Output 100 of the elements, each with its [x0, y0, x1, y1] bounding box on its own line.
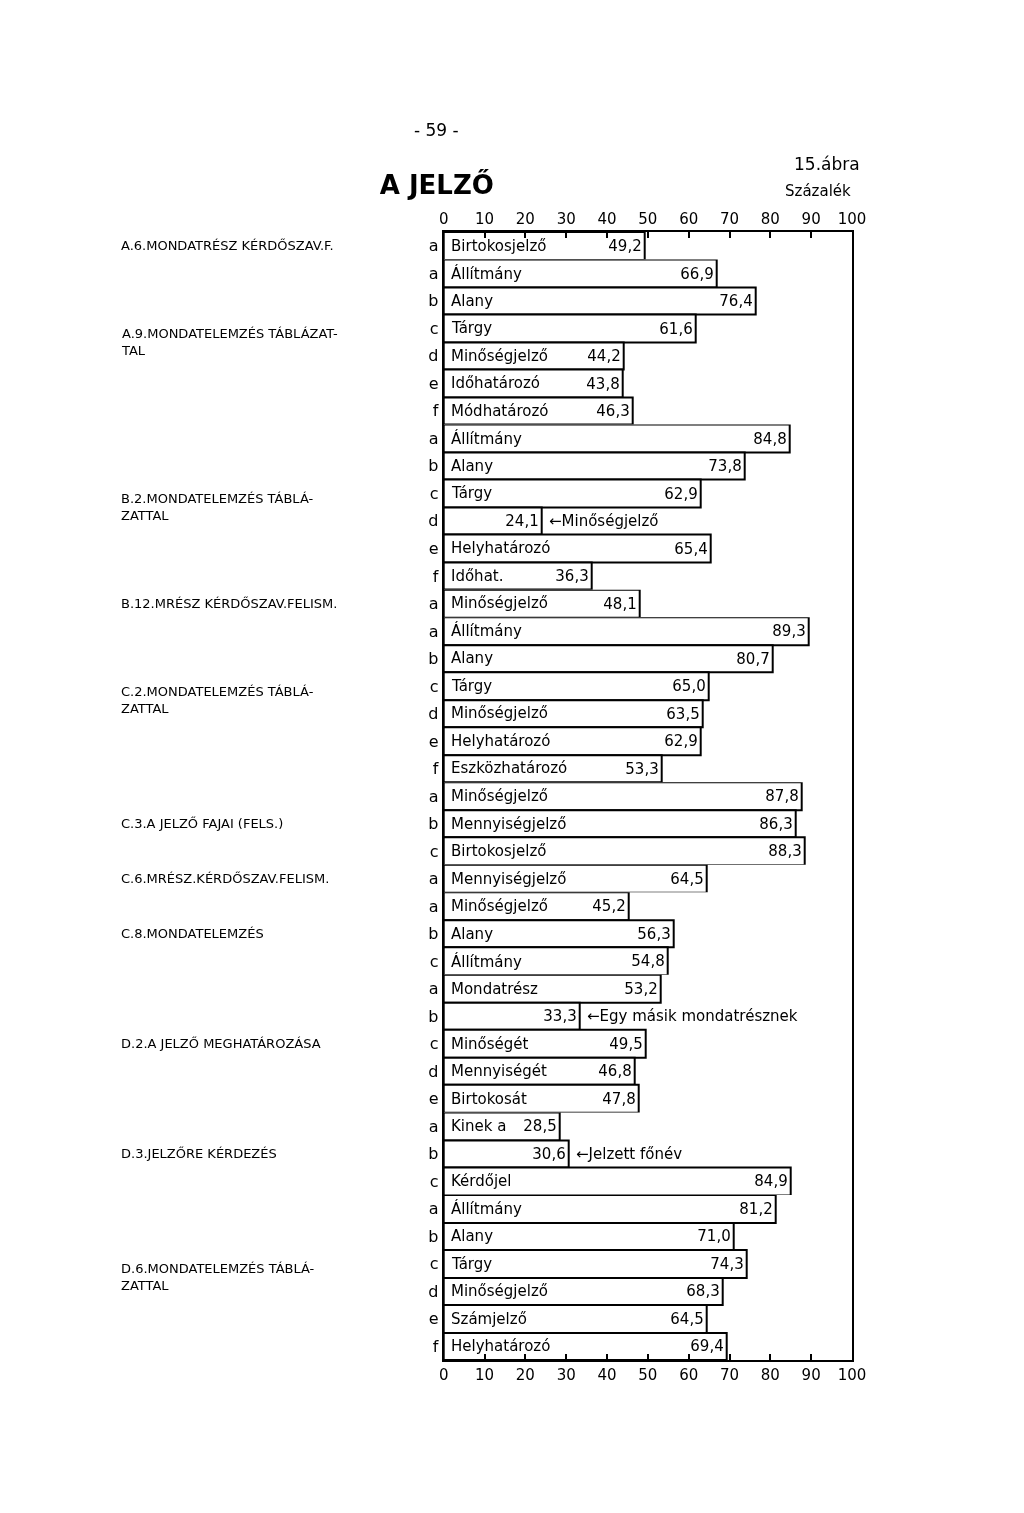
x-tick-label: 60 — [679, 210, 699, 228]
data-label: 44,2 — [587, 347, 621, 366]
data-label: 48,1 — [603, 594, 637, 613]
data-label: 80,7 — [736, 649, 770, 668]
y-tick-label: a — [428, 896, 439, 916]
x-tick-label: 60 — [679, 1366, 699, 1384]
annotation: Minőségét — [451, 1035, 529, 1053]
y-axis-title: D.6.MONDATELEMZÉS TÁBLÁ- ZATTAL — [121, 1261, 315, 1293]
y-tick-label: c — [429, 483, 439, 503]
data-label: 36,3 — [555, 567, 589, 586]
data-label: 84,8 — [753, 429, 787, 448]
data-label: 74,3 — [710, 1254, 744, 1273]
x-tick-label: 70 — [719, 210, 740, 228]
annotation: Mennyiségjelző — [451, 815, 567, 833]
annotation: Alany — [451, 457, 494, 475]
annotation: ←Jelzett főnév — [576, 1145, 683, 1163]
y-tick-label: e — [428, 373, 439, 393]
y-tick-label: d — [428, 346, 439, 366]
data-label: 87,8 — [765, 787, 799, 806]
y-tick-label: c — [429, 951, 439, 971]
y-axis-title: D.2.A JELZŐ MEGHATÁROZÁSA — [121, 1036, 321, 1051]
annotation: Birtokosát — [451, 1090, 528, 1108]
annotation: Mennyiségét — [451, 1062, 548, 1080]
annotation: Állítmány — [451, 952, 522, 971]
y-tick-label: a — [428, 621, 439, 641]
x-tick-label: 90 — [801, 1366, 821, 1384]
data-label: 89,3 — [772, 622, 806, 641]
y-tick-label: c — [429, 841, 439, 861]
x-tick-label: 40 — [597, 1366, 617, 1384]
data-label: 63,5 — [666, 704, 700, 723]
y-tick-label: a — [428, 594, 439, 614]
x-tick-label: 10 — [474, 210, 495, 228]
y-tick-label: a — [428, 1116, 439, 1136]
annotation: Helyhatározó — [451, 539, 551, 557]
annotation: Tárgy — [451, 319, 493, 337]
x-tick-label: 50 — [638, 210, 658, 228]
y-tick-label: b — [428, 456, 439, 476]
data-label: 73,8 — [708, 457, 742, 476]
annotation: Helyhatározó — [451, 1337, 551, 1355]
annotation: Tárgy — [451, 677, 493, 695]
data-label: 64,5 — [670, 869, 704, 888]
x-tick-label: 20 — [515, 1366, 535, 1384]
data-label: 61,6 — [659, 319, 693, 338]
y-tick-label: e — [428, 538, 439, 558]
y-axis-title: C.6.MRÉSZ.KÉRDŐSZAV.FELISM. — [121, 871, 330, 886]
x-tick-label: 90 — [801, 210, 821, 228]
y-tick-label: f — [432, 566, 439, 586]
data-label: 49,5 — [609, 1034, 643, 1053]
y-tick-label: a — [428, 263, 439, 283]
data-label: 65,0 — [672, 677, 706, 696]
data-label: 56,3 — [637, 924, 671, 943]
annotation: ←Minőségjelző — [549, 512, 659, 530]
data-label: 68,3 — [686, 1282, 720, 1301]
data-label: 47,8 — [602, 1089, 636, 1108]
x-tick-label: 50 — [638, 1366, 658, 1384]
annotation: ←Egy másik mondatrésznek — [587, 1007, 798, 1025]
y-axis-title: A.9.MONDATELEMZÉS TÁBLÁZAT- TAL — [121, 326, 339, 358]
data-label: 30,6 — [532, 1144, 566, 1163]
data-label: 45,2 — [592, 897, 626, 916]
chart-title: A JELZŐ — [379, 169, 494, 201]
y-tick-label: b — [428, 1226, 439, 1246]
annotation: Helyhatározó — [451, 732, 551, 750]
data-label: 86,3 — [759, 814, 793, 833]
x-tick-label: 30 — [556, 1366, 576, 1384]
data-label: 81,2 — [739, 1199, 773, 1218]
x-tick-label: 100 — [837, 1366, 867, 1384]
y-tick-label: f — [432, 401, 439, 421]
annotation: Minőségjelző — [451, 1282, 548, 1300]
annotation: Minőségjelző — [451, 347, 548, 365]
text: - 59 - — [414, 120, 459, 140]
y-tick-label: c — [429, 676, 439, 696]
y-tick-label: a — [428, 979, 439, 999]
y-axis-title: B.12.MRÉSZ KÉRDŐSZAV.FELISM. — [121, 596, 338, 611]
y-tick-label: a — [428, 1199, 439, 1219]
annotation: Kinek a — [451, 1117, 507, 1135]
annotation: Időhat. — [451, 567, 504, 585]
annotation: Tárgy — [451, 1255, 493, 1273]
y-tick-label: a — [428, 869, 439, 889]
y-tick-label: a — [428, 428, 439, 448]
y-tick-label: a — [428, 786, 439, 806]
x-tick-label: 40 — [597, 210, 617, 228]
y-tick-label: b — [428, 291, 439, 311]
data-label: 65,4 — [674, 539, 708, 558]
y-axis-title: A.6.MONDATRÉSZ KÉRDŐSZAV.F. — [121, 238, 334, 253]
y-tick-label: f — [432, 759, 439, 779]
annotation: Állítmány — [451, 429, 522, 448]
annotation: Időhatározó — [451, 374, 540, 392]
data-label: 54,8 — [631, 952, 665, 971]
y-tick-label: c — [429, 1171, 439, 1191]
y-tick-label: c — [429, 1254, 439, 1274]
annotation: Eszközhatározó — [451, 759, 568, 777]
data-label: 64,5 — [670, 1309, 704, 1328]
annotation: Alany — [451, 925, 494, 943]
data-label: 88,3 — [768, 842, 802, 861]
x-tick-label: 20 — [515, 210, 535, 228]
data-label: 28,5 — [523, 1117, 557, 1136]
annotation: Mondatrész — [451, 980, 539, 998]
x-tick-label: 10 — [474, 1366, 495, 1384]
data-label: 84,9 — [754, 1172, 788, 1191]
data-label: 24,1 — [505, 512, 539, 531]
